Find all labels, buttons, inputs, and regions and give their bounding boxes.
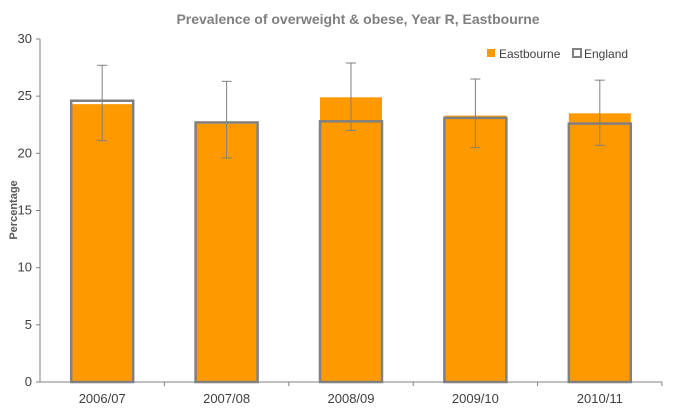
- y-tick-label: 0: [25, 374, 32, 389]
- bars: [69, 62, 633, 384]
- legend-label-england: England: [584, 47, 628, 61]
- chart-title: Prevalence of overweight & obese, Year R…: [176, 11, 539, 27]
- legend-swatch-england: [572, 48, 582, 58]
- x-tick-label: 2007/08: [203, 391, 250, 406]
- legend-swatch-eastbourne: [487, 49, 495, 57]
- y-axis-label: Percentage: [8, 180, 20, 239]
- y-tick-label: 30: [18, 31, 32, 46]
- y-tick-label: 20: [18, 145, 32, 160]
- bar-eastbourne: [71, 104, 134, 383]
- y-tick-label: 5: [25, 317, 32, 332]
- x-tick-label: 2008/09: [328, 391, 375, 406]
- y-tick-label: 25: [18, 88, 32, 103]
- x-axis-ticks: 2006/07 2007/08 2008/09 2009/10 2010/11: [79, 382, 663, 406]
- bar-eastbourne: [320, 97, 382, 382]
- x-tick-label: 2006/07: [79, 391, 126, 406]
- x-tick-label: 2009/10: [452, 391, 499, 406]
- y-tick-label: 15: [18, 203, 32, 218]
- bar-eastbourne: [195, 123, 258, 383]
- bar-eastbourne: [568, 113, 631, 383]
- y-tick-label: 10: [18, 260, 32, 275]
- x-tick-label: 2010/11: [577, 391, 623, 406]
- legend: Eastbourne England: [487, 47, 628, 61]
- bar-eastbourne: [444, 115, 507, 382]
- y-axis-ticks: 0 5 10 15 20 25 30: [18, 31, 40, 389]
- legend-label-eastbourne: Eastbourne: [499, 47, 561, 61]
